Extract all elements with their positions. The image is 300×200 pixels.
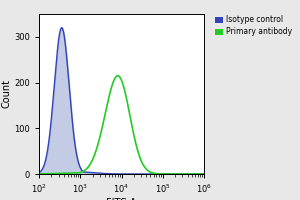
X-axis label: FITC-A: FITC-A bbox=[106, 198, 137, 200]
Y-axis label: Count: Count bbox=[1, 79, 11, 108]
Legend: Isotype control, Primary antibody: Isotype control, Primary antibody bbox=[214, 14, 294, 38]
